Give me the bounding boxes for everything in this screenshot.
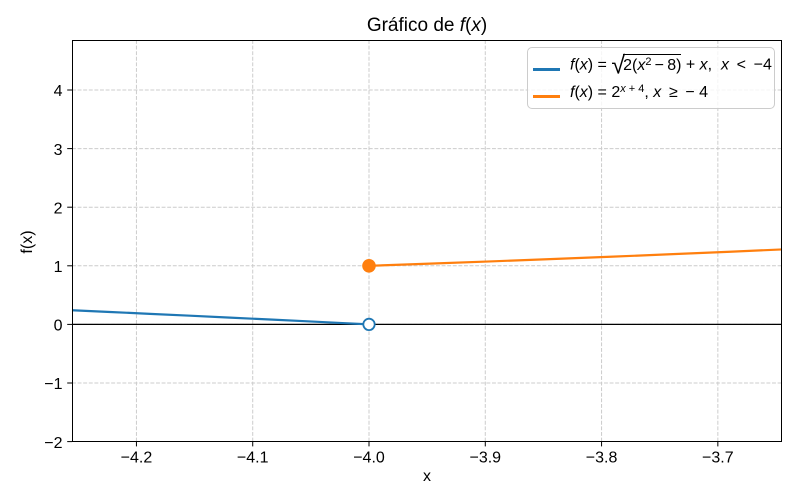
svg-text:−4.1: −4.1 <box>237 450 269 467</box>
svg-text:4: 4 <box>54 83 63 100</box>
svg-text:−2: −2 <box>44 435 62 452</box>
svg-text:−3.8: −3.8 <box>586 450 618 467</box>
svg-text:−4.2: −4.2 <box>121 450 153 467</box>
svg-text:−4.0: −4.0 <box>353 450 385 467</box>
svg-text:−3.9: −3.9 <box>469 450 501 467</box>
svg-text:3: 3 <box>54 142 63 159</box>
svg-text:−1: −1 <box>44 376 62 393</box>
svg-text:2: 2 <box>54 200 63 217</box>
svg-text:−3.7: −3.7 <box>702 450 734 467</box>
svg-text:0: 0 <box>54 318 63 335</box>
svg-text:1: 1 <box>54 259 63 276</box>
